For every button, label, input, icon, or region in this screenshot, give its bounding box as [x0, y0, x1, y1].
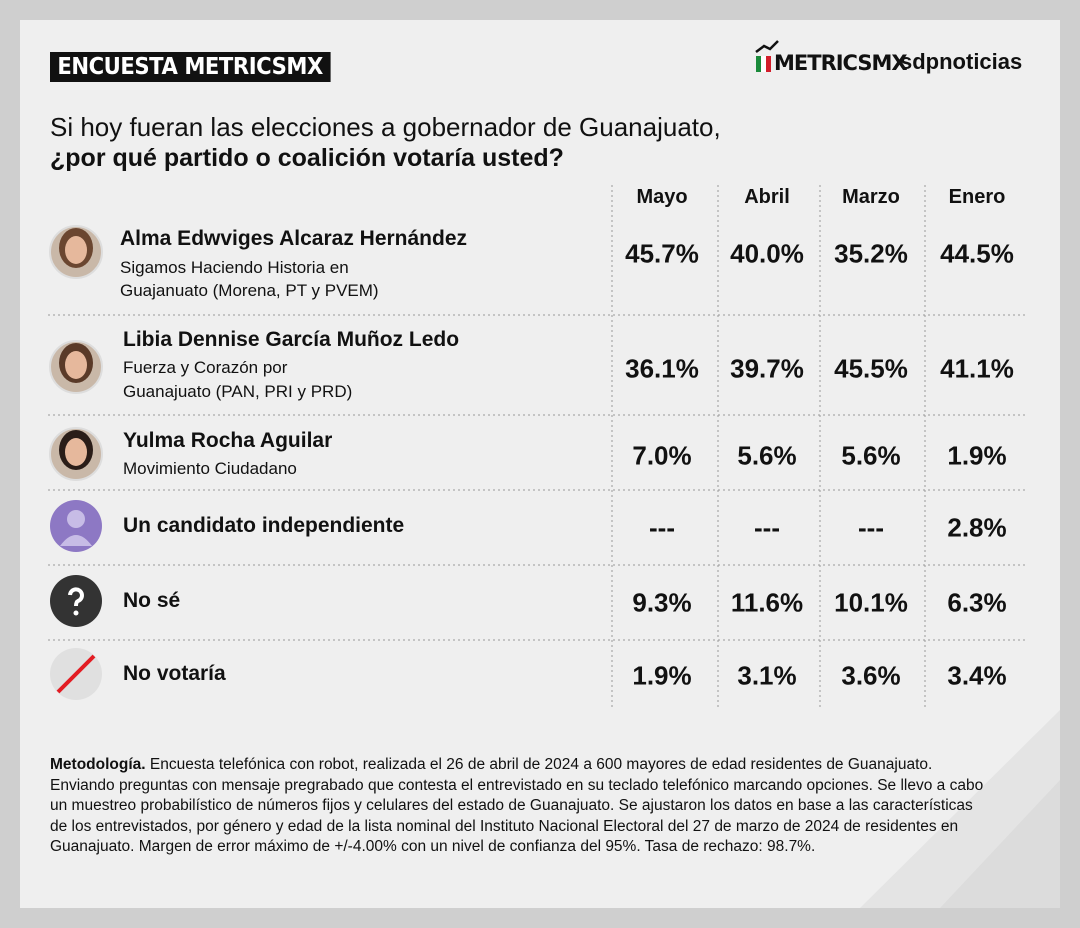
column-header: Abril [744, 186, 790, 208]
row-party: Guanajuato (PAN, PRI y PRD) [123, 382, 353, 401]
value: 7.0% [632, 440, 692, 471]
column-header: Marzo [842, 186, 900, 208]
row-party: Movimiento Ciudadano [123, 459, 297, 478]
value: 39.7% [730, 353, 804, 384]
value: 3.4% [947, 660, 1007, 691]
value: 6.3% [947, 587, 1007, 618]
row-name: Yulma Rocha Aguilar [123, 429, 333, 452]
no-vote-slash [56, 654, 96, 694]
row-name: Un candidato independiente [123, 514, 405, 537]
column-header: Mayo [636, 186, 688, 208]
decor-shape [940, 780, 1060, 908]
value: 36.1% [625, 353, 699, 384]
question-dot [73, 610, 79, 616]
value: 40.0% [730, 238, 804, 269]
value: 10.1% [834, 587, 908, 618]
methodology: Metodología. Encuesta telefónica con rob… [50, 755, 990, 858]
row-name: No votaría [123, 662, 226, 685]
avatar-face [65, 438, 87, 466]
value: 3.6% [841, 660, 901, 691]
value: --- [649, 512, 675, 543]
row-name: Alma Edwviges Alcaraz Hernández [120, 227, 468, 250]
row-party: Sigamos Haciendo Historia en [120, 258, 349, 277]
value: 2.8% [947, 512, 1007, 543]
decor [48, 40, 1060, 908]
avatar-face [65, 236, 87, 264]
column-header: Enero [948, 186, 1006, 208]
icons [49, 225, 103, 700]
value: 5.6% [737, 440, 797, 471]
value: 45.7% [625, 238, 699, 269]
value: 45.5% [834, 353, 908, 384]
flag-green [756, 56, 761, 72]
avatar-body [60, 535, 92, 546]
logo-sdp: sdpnoticias [900, 49, 1023, 74]
value: 5.6% [841, 440, 901, 471]
table-grid [48, 185, 1026, 708]
methodology-label: Metodología. [50, 756, 146, 773]
avatar-head [67, 510, 85, 528]
methodology-text: Encuesta telefónica con robot, realizada… [50, 756, 984, 855]
value: 35.2% [834, 238, 908, 269]
row-name: No sé [123, 589, 181, 612]
value: --- [858, 512, 884, 543]
question-icon [68, 587, 84, 607]
value: 1.9% [947, 440, 1007, 471]
value: --- [754, 512, 780, 543]
value: 9.3% [632, 587, 692, 618]
value: 3.1% [737, 660, 797, 691]
panel: ENCUESTA METRICSMX METRICSMX sdpnoticias… [20, 20, 1060, 908]
question-line: ¿por qué partido o coalición votaría ust… [50, 144, 564, 172]
row-party: Fuerza y Corazón por [123, 358, 288, 377]
badge: ENCUESTA METRICSMX [50, 52, 331, 82]
question-line: Si hoy fueran las elecciones a gobernado… [50, 112, 721, 142]
logo-metrics: METRICSMX [774, 51, 908, 75]
logo-arrow [755, 40, 779, 53]
value: 41.1% [940, 353, 1014, 384]
value: 11.6% [730, 587, 804, 618]
avatar-face [65, 351, 87, 379]
flag-white [761, 56, 766, 72]
flag-red [766, 56, 771, 72]
value: 1.9% [632, 660, 692, 691]
value: 44.5% [940, 238, 1014, 269]
row-name: Libia Dennise García Muñoz Ledo [123, 328, 460, 351]
row-party: Guajanuato (Morena, PT y PVEM) [120, 281, 379, 300]
